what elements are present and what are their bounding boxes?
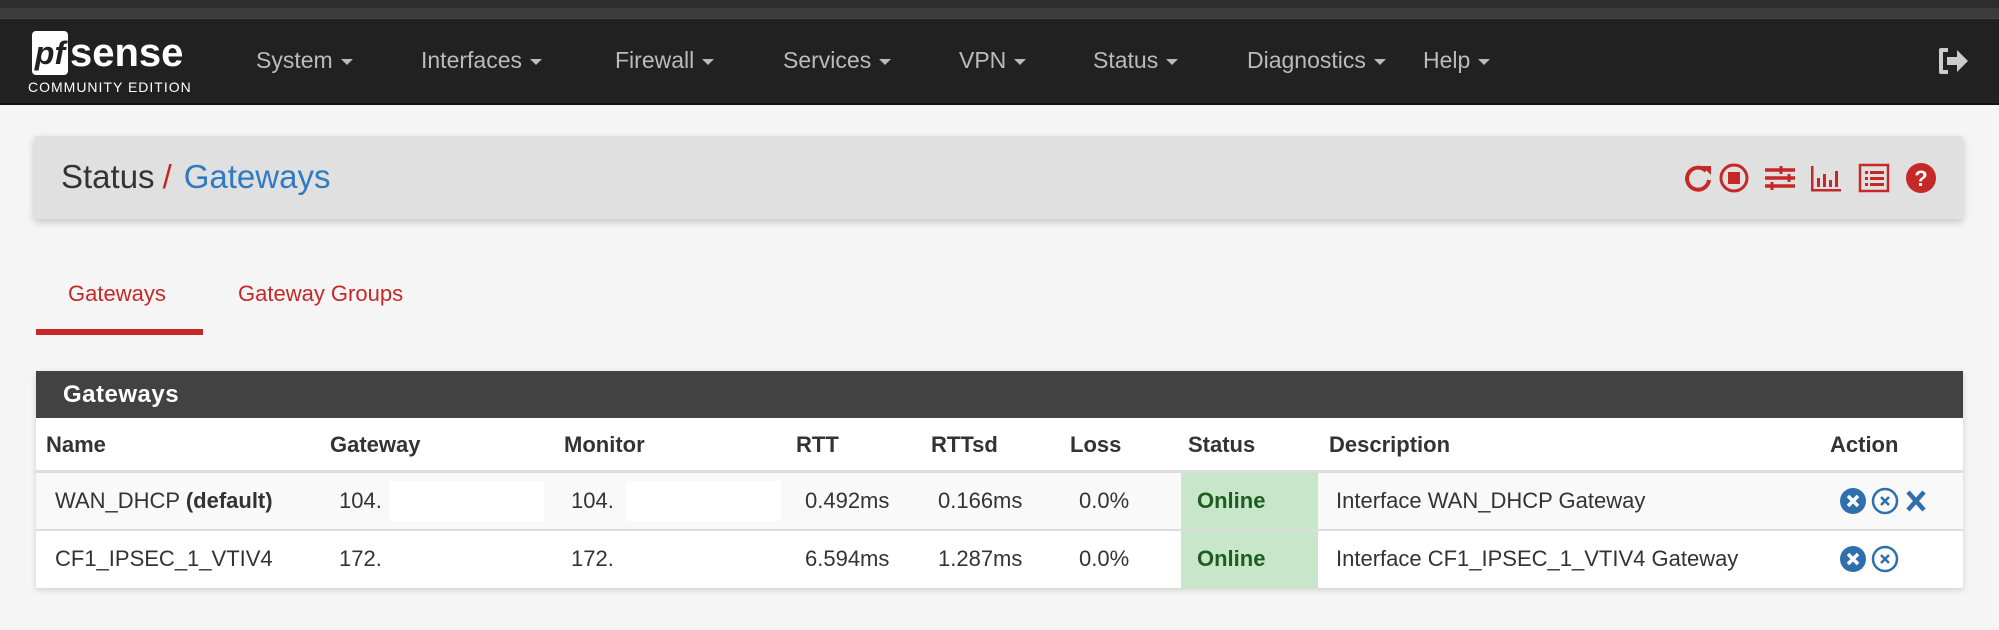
monitor-address: 104.	[571, 488, 614, 513]
delete-icon[interactable]	[1902, 487, 1930, 515]
stop-icon[interactable]	[1718, 162, 1750, 194]
col-name: Name	[46, 432, 106, 457]
navbar: pf sense COMMUNITY EDITION System Interfa…	[0, 19, 1999, 105]
kill-states-icon[interactable]	[1839, 487, 1867, 515]
bar-chart-icon[interactable]	[1810, 162, 1842, 194]
rtt-value: 0.492ms	[805, 488, 890, 513]
tab-gateways[interactable]: Gateways	[68, 281, 166, 306]
nav-services[interactable]: Services	[783, 47, 892, 74]
nav-vpn[interactable]: VPN	[959, 47, 1027, 74]
list-icon[interactable]	[1858, 162, 1890, 194]
description: Interface CF1_IPSEC_1_VTIV4 Gateway	[1336, 546, 1739, 571]
caret-down-icon	[530, 58, 542, 65]
nav-system[interactable]: System	[256, 47, 353, 74]
nav-interfaces[interactable]: Interfaces	[421, 47, 542, 74]
breadcrumb-separator: /	[162, 158, 172, 195]
status-badge: Online	[1181, 531, 1318, 588]
breadcrumb-parent[interactable]: Status	[61, 158, 155, 195]
status-badge: Online	[1181, 473, 1318, 529]
pfsense-logo[interactable]: pf sense COMMUNITY EDITION	[28, 31, 192, 95]
svg-text:?: ?	[1914, 166, 1927, 191]
nav-status[interactable]: Status	[1093, 47, 1179, 74]
gateways-panel: Gateways Name Gateway Monitor RTT RTTsd …	[36, 371, 1963, 588]
nav-diagnostics[interactable]: Diagnostics	[1247, 47, 1386, 74]
rttsd-value: 1.287ms	[938, 546, 1023, 571]
loss-value: 0.0%	[1079, 488, 1130, 513]
disable-icon[interactable]	[1871, 545, 1899, 573]
tab-gateway-groups[interactable]: Gateway Groups	[238, 281, 404, 306]
monitor-address: 172.	[571, 546, 614, 571]
caret-down-icon	[1166, 58, 1179, 65]
logout-icon[interactable]	[1936, 45, 1970, 77]
col-gateway: Gateway	[330, 432, 421, 457]
redaction	[626, 481, 781, 521]
caret-down-icon	[1478, 58, 1491, 65]
col-rttsd: RTTsd	[931, 432, 998, 457]
refresh-icon[interactable]	[1682, 162, 1714, 194]
gateway-address: 172.	[339, 546, 382, 571]
caret-down-icon	[340, 58, 353, 65]
col-rtt: RTT	[796, 432, 839, 457]
caret-down-icon	[1373, 58, 1386, 65]
col-loss: Loss	[1070, 432, 1122, 457]
rttsd-value: 0.166ms	[938, 488, 1023, 513]
table-row: CF1_IPSEC_1_VTIV4 172. 172. 6.594ms 1.28…	[36, 529, 1963, 588]
caret-down-icon	[702, 58, 715, 65]
edition-label: COMMUNITY EDITION	[28, 79, 192, 95]
breadcrumb: Status / Gateways	[61, 158, 330, 196]
sliders-icon[interactable]	[1764, 162, 1796, 194]
description: Interface WAN_DHCP Gateway	[1336, 488, 1646, 513]
gateway-name: CF1_IPSEC_1_VTIV4	[55, 546, 273, 571]
table-row: WAN_DHCP (default) 104. 104. 0.492ms 0.1…	[36, 470, 1963, 529]
panel-title: Gateways	[36, 371, 1963, 418]
gateway-name: WAN_DHCP (default)	[55, 488, 273, 513]
breadcrumb-bar: Status / Gateways ?	[34, 136, 1963, 219]
help-icon[interactable]: ?	[1905, 162, 1937, 194]
gateway-address: 104.	[339, 488, 382, 513]
col-status: Status	[1188, 432, 1256, 457]
col-action: Action	[1830, 432, 1899, 457]
loss-value: 0.0%	[1079, 546, 1130, 571]
rtt-value: 6.594ms	[805, 546, 890, 571]
caret-down-icon	[1014, 58, 1027, 65]
redaction	[389, 481, 544, 521]
nav-firewall[interactable]: Firewall	[615, 47, 715, 74]
col-description: Description	[1329, 432, 1451, 457]
active-tab-indicator	[36, 329, 203, 335]
table-header: Name Gateway Monitor RTT RTTsd Loss Stat…	[36, 418, 1963, 470]
disable-icon[interactable]	[1871, 487, 1899, 515]
breadcrumb-current[interactable]: Gateways	[183, 158, 331, 195]
kill-states-icon[interactable]	[1839, 545, 1867, 573]
col-monitor: Monitor	[564, 432, 645, 457]
nav-help[interactable]: Help	[1423, 47, 1491, 74]
caret-down-icon	[879, 58, 892, 65]
browser-chrome	[0, 0, 1999, 19]
